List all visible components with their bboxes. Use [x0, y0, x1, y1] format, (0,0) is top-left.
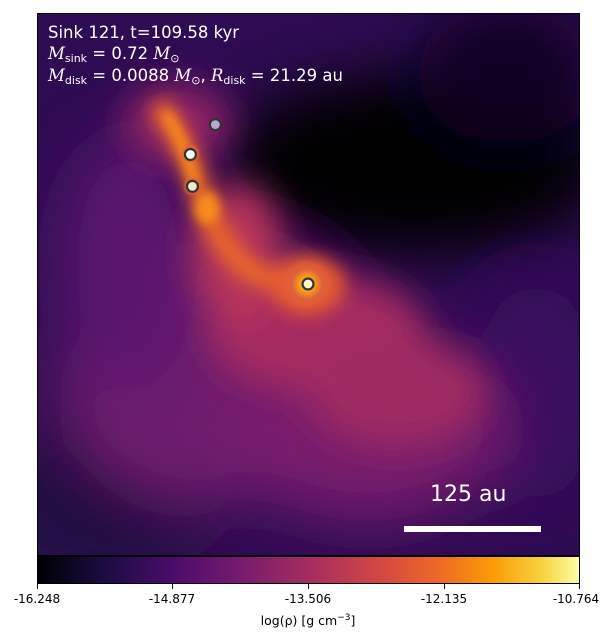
colorbar-tick-label: -12.135	[420, 592, 468, 606]
colorbar-label-exponent: −3	[337, 613, 351, 623]
sink-mass-value: = 0.72	[87, 44, 154, 63]
colorbar-label: log(ρ) [g cm−3]	[261, 613, 356, 628]
colorbar-tick	[37, 584, 38, 589]
disk-subscript: disk	[64, 74, 88, 87]
colorbar	[37, 556, 580, 584]
colorbar-tick-label: -14.877	[148, 592, 196, 606]
scale-bar	[404, 526, 541, 532]
colorbar-label-suffix: ]	[350, 613, 356, 629]
sink-info-line: Sink 121, t=109.58 kyr	[48, 23, 240, 42]
density-field-image	[38, 14, 579, 555]
colorbar-tick-label: -10.764	[552, 592, 600, 606]
disk-radius-subscript: disk	[223, 74, 246, 87]
disk-properties-line: Mdisk = 0.0088 M⊙, Rdisk = 21.29 au	[48, 65, 343, 91]
colorbar-tick	[579, 584, 580, 589]
solar-mass-symbol: M	[153, 44, 171, 63]
sink-marker	[301, 277, 315, 291]
mass-symbol: M	[48, 44, 65, 63]
colorbar-tick-label: -13.506	[284, 592, 332, 606]
colorbar-tick	[172, 584, 173, 589]
colorbar-label-prefix: log(ρ) [g cm	[260, 613, 338, 629]
sink-subscript: sink	[64, 52, 88, 65]
solar-subscript: ⊙	[191, 74, 201, 87]
sink-marker	[185, 179, 200, 193]
sink-marker	[208, 118, 222, 132]
solar-subscript: ⊙	[170, 52, 180, 65]
sink-marker	[183, 147, 198, 162]
solar-mass-symbol: M	[174, 66, 192, 85]
disk-mass-value: = 0.0088	[87, 66, 175, 85]
disk-radius-value: = 21.29 au	[245, 66, 343, 85]
radius-symbol: R	[210, 66, 224, 85]
colorbar-tick	[308, 584, 309, 589]
colorbar-tick-label: -16.248	[13, 592, 61, 606]
sink-mass-line: Msink = 0.72 M⊙	[48, 43, 179, 69]
colorbar-tick	[444, 584, 445, 589]
density-map-panel: Sink 121, t=109.58 kyr Msink = 0.72 M⊙ M…	[37, 13, 580, 556]
scale-bar-label: 125 au	[430, 482, 507, 507]
sink-markers	[183, 118, 315, 291]
separator: ,	[200, 66, 211, 85]
mass-symbol: M	[48, 66, 65, 85]
